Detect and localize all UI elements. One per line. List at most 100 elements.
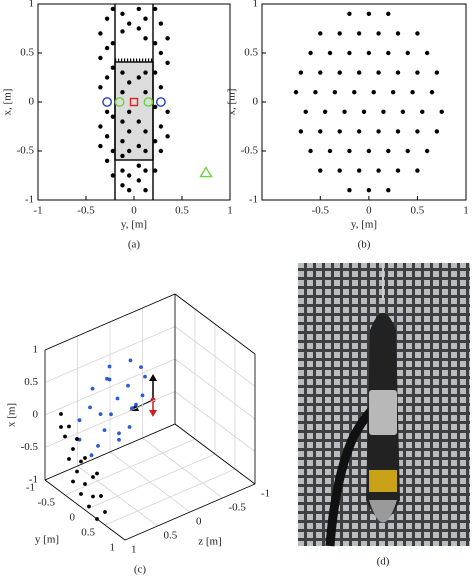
- y-tick-label: -0.5: [241, 145, 259, 157]
- marker: [318, 31, 323, 36]
- marker: [424, 148, 430, 154]
- x-tick-label: 1: [227, 205, 233, 217]
- marker: [352, 90, 357, 95]
- point: [75, 437, 79, 441]
- marker: [104, 75, 110, 80]
- point: [91, 475, 95, 479]
- probe-tip: [369, 500, 397, 523]
- marker: [327, 50, 333, 56]
- marker: [395, 31, 401, 36]
- x-axis-label: x [m]: [6, 403, 18, 427]
- z-tick-label: 1: [131, 544, 137, 556]
- probe-band: [369, 390, 397, 435]
- y-tick-label: -1: [25, 194, 34, 206]
- x-axis-label: y, [m]: [121, 219, 147, 231]
- marker: [434, 129, 440, 134]
- marker: [337, 129, 342, 134]
- marker: [366, 11, 372, 16]
- marker: [143, 129, 148, 134]
- marker: [136, 163, 141, 168]
- marker: [405, 148, 410, 154]
- grid-line: [77, 465, 158, 527]
- marker: [136, 6, 141, 12]
- marker: [347, 188, 352, 193]
- marker: [366, 148, 372, 154]
- marker: [376, 70, 381, 75]
- marker: [434, 70, 440, 75]
- cable: [325, 406, 376, 547]
- marker: [143, 90, 148, 95]
- x-tick-label: 1: [33, 344, 39, 356]
- marker: [376, 31, 381, 36]
- y-tick-label: -1: [249, 194, 258, 206]
- marker: [127, 21, 132, 26]
- probe-ring: [369, 470, 397, 492]
- point: [107, 377, 112, 382]
- point: [79, 459, 83, 464]
- point: [95, 517, 99, 521]
- point: [117, 431, 121, 436]
- x-tick-label: 0: [131, 205, 137, 217]
- grid-line: [142, 437, 223, 499]
- marker: [424, 50, 430, 56]
- marker: [420, 109, 425, 115]
- y-tick-label: 0: [70, 512, 76, 524]
- y-tick-label: 1: [110, 542, 116, 554]
- marker: [165, 36, 170, 41]
- marker: [386, 11, 391, 16]
- z-tick-label: -1: [261, 488, 270, 500]
- x-tick-label: 0.5: [411, 205, 425, 217]
- marker: [386, 188, 391, 193]
- point: [90, 386, 95, 391]
- marker: [98, 143, 103, 149]
- marker: [332, 90, 338, 95]
- marker: [318, 168, 323, 173]
- y-tick-label: 0.5: [244, 47, 258, 59]
- point: [139, 365, 143, 369]
- point: [71, 447, 75, 451]
- panel-a-layout: [114, 4, 154, 200]
- marker: [405, 50, 410, 56]
- x-tick-label: -0.5: [21, 441, 39, 453]
- marker: [110, 114, 116, 119]
- marker: [136, 119, 141, 124]
- point: [87, 504, 91, 509]
- marker: [98, 55, 103, 61]
- marker: [98, 124, 103, 129]
- marker: [415, 31, 420, 36]
- plot-frame: [261, 3, 467, 201]
- marker: [337, 168, 342, 173]
- point: [115, 396, 120, 401]
- marker: [120, 11, 125, 16]
- marker: [322, 109, 328, 115]
- box-edge: [124, 483, 256, 541]
- marker: [308, 148, 313, 154]
- marker: [143, 70, 148, 75]
- y-tick-label: -0.5: [38, 497, 56, 509]
- marker: [337, 31, 342, 36]
- point: [88, 405, 92, 410]
- x-tick-label: 0.5: [24, 376, 38, 388]
- marker: [98, 31, 103, 36]
- marker: [127, 188, 132, 193]
- marker: [356, 31, 362, 36]
- point: [79, 492, 83, 496]
- point: [91, 494, 95, 499]
- marker: [110, 6, 116, 12]
- point: [63, 434, 67, 439]
- marker: [120, 119, 125, 124]
- point: [103, 510, 107, 514]
- marker: [110, 41, 116, 46]
- marker: [298, 70, 304, 75]
- box-edge: [44, 479, 126, 541]
- marker: [390, 90, 396, 95]
- marker: [120, 183, 125, 188]
- point: [75, 469, 79, 474]
- point: [71, 479, 75, 484]
- point: [96, 444, 100, 448]
- marker: [136, 75, 141, 80]
- marker: [415, 168, 420, 173]
- x-tick-label: -1: [29, 474, 38, 486]
- marker: [395, 168, 401, 173]
